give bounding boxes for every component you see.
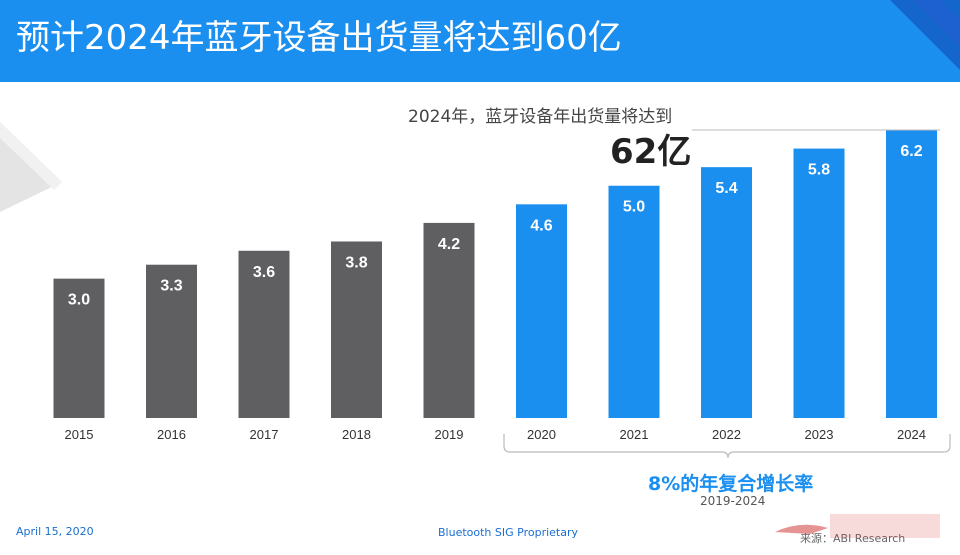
x-tick-label-2022: 2022 — [712, 427, 741, 442]
callout-value: 62亿 — [610, 132, 692, 172]
x-tick-label-2015: 2015 — [65, 427, 94, 442]
value-label-2022: 5.4 — [715, 180, 737, 197]
shipment-bar-chart: 3.0 3.3 3.6 3.8 4.2 4.6 5.0 5.4 5.8 6.2 2015 2016 2… — [53, 129, 951, 459]
bar-2015 — [53, 278, 105, 418]
value-label-2019: 4.2 — [438, 236, 460, 253]
bar-2017 — [238, 250, 290, 418]
bar-2020 — [516, 204, 567, 418]
x-tick-label-2021: 2021 — [620, 427, 649, 442]
cagr-bracket — [503, 434, 951, 459]
bar-2022 — [701, 167, 752, 418]
footer-proprietary: Bluetooth SIG Proprietary — [438, 526, 579, 539]
x-tick-label-2020: 2020 — [527, 427, 556, 442]
x-tick-label-2016: 2016 — [157, 427, 186, 442]
value-label-2018: 3.8 — [345, 254, 367, 271]
footer-source: 来源：ABI Research — [800, 532, 906, 545]
x-tick-label-2023: 2023 — [805, 427, 834, 442]
cagr-range: 2019-2024 — [700, 494, 766, 508]
value-label-2016: 3.3 — [160, 278, 182, 295]
bar-2021 — [608, 185, 660, 418]
bar-2016 — [146, 264, 197, 418]
bar-2018 — [331, 241, 382, 418]
value-label-2024: 6.2 — [900, 143, 922, 160]
bar-2019 — [423, 222, 475, 418]
bar-2024 — [886, 130, 937, 418]
x-tick-label-2024: 2024 — [897, 427, 926, 442]
value-label-2017: 3.6 — [253, 264, 275, 281]
value-label-2015: 3.0 — [68, 292, 90, 309]
bar-2023 — [793, 148, 845, 419]
x-tick-label-2018: 2018 — [342, 427, 371, 442]
corner-triangle-decoration — [0, 122, 62, 212]
page-title: 预计2024年蓝牙设备出货量将达到60亿 — [16, 18, 622, 58]
x-tick-label-2019: 2019 — [435, 427, 464, 442]
footer-date: April 15, 2020 — [16, 525, 94, 538]
callout-text: 2024年，蓝牙设备年出货量将达到 — [408, 107, 673, 127]
watermark-logo — [775, 514, 940, 538]
value-label-2021: 5.0 — [623, 199, 645, 216]
corner-chevron-decoration — [890, 0, 960, 70]
cagr-label: 8%的年复合增长率 — [648, 473, 814, 495]
x-tick-label-2017: 2017 — [250, 427, 279, 442]
value-label-2020: 4.6 — [530, 217, 552, 234]
header-banner: 预计2024年蓝牙设备出货量将达到60亿 — [0, 0, 960, 82]
value-label-2023: 5.8 — [808, 162, 830, 179]
